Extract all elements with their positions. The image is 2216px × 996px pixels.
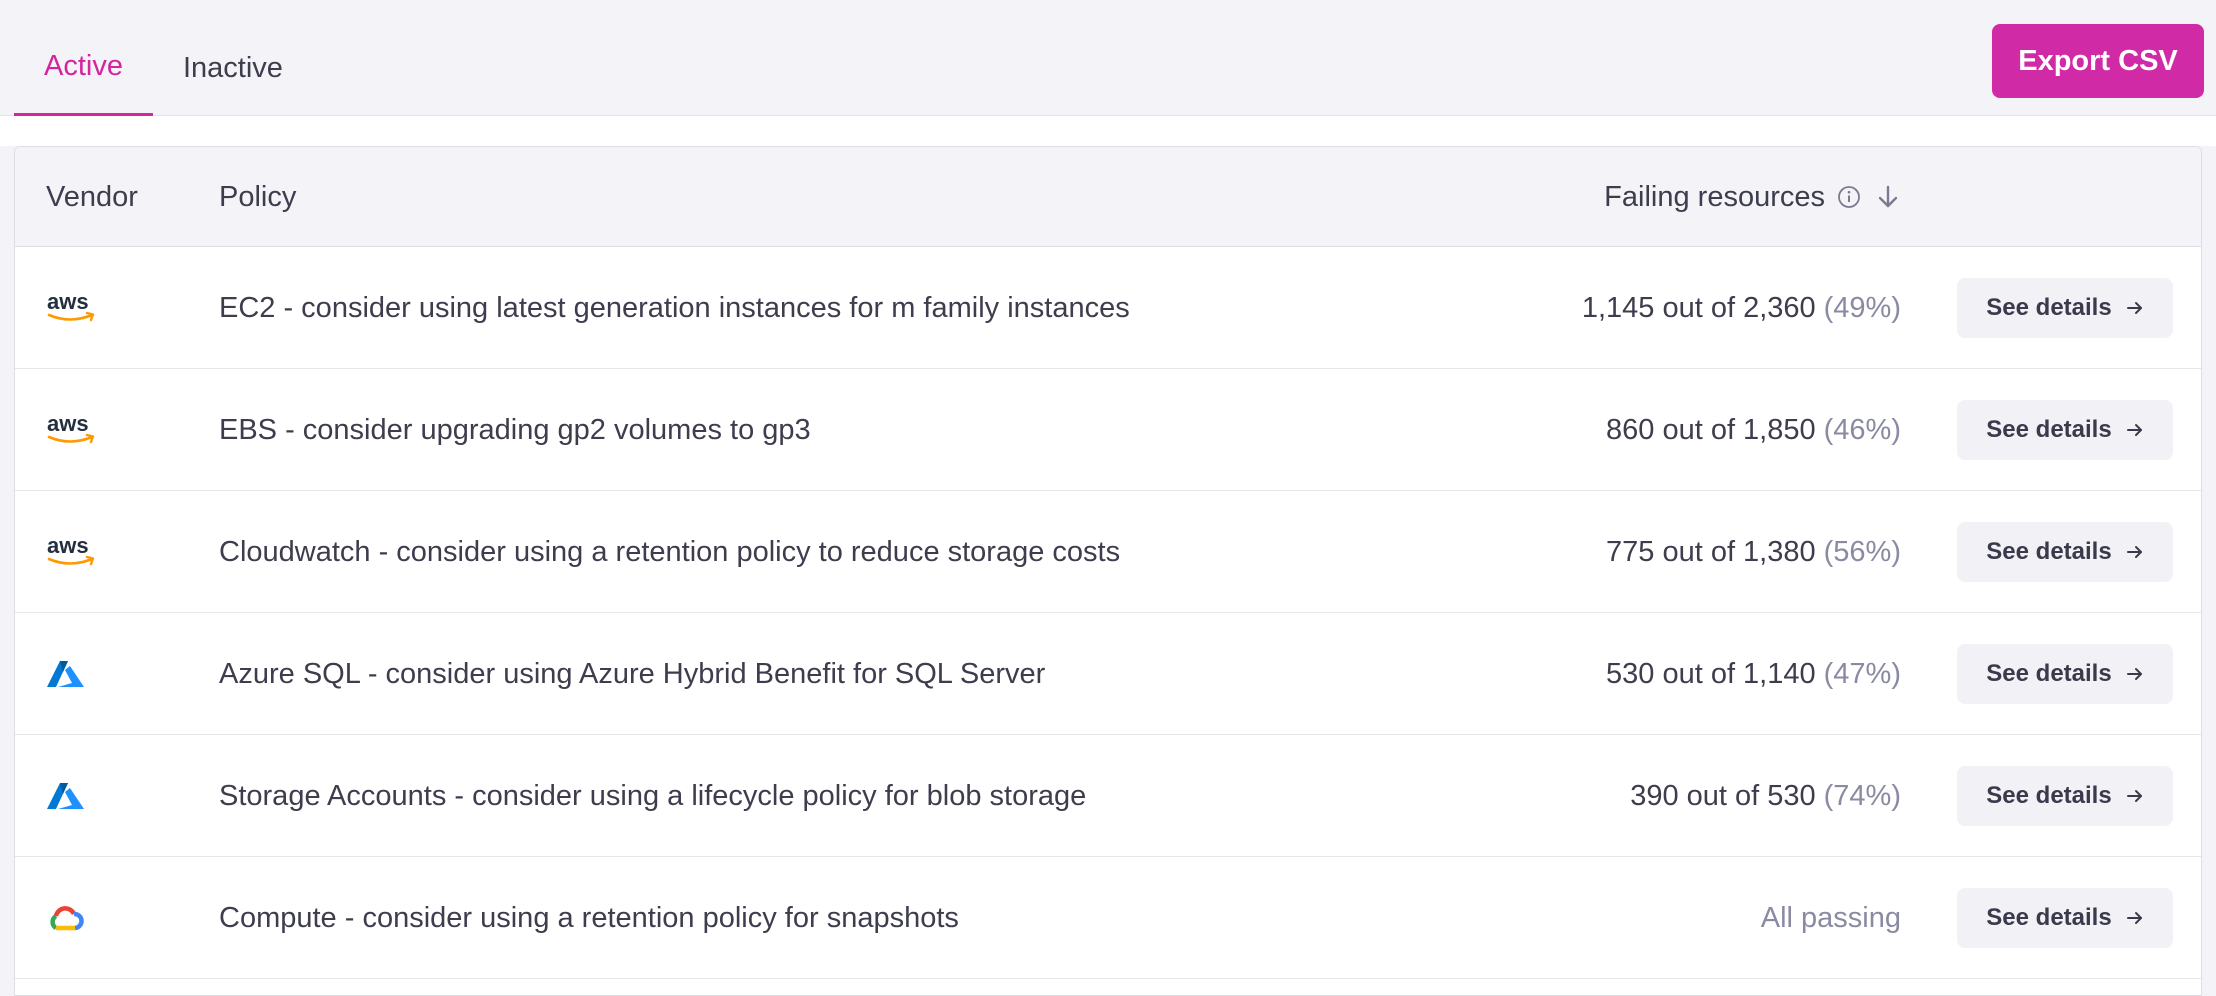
top-bar: Active Inactive Export CSV (0, 0, 2216, 116)
see-details-button[interactable]: See details (1957, 644, 2173, 704)
arrow-right-icon (2126, 909, 2144, 927)
svg-text:aws: aws (47, 535, 89, 558)
see-details-label: See details (1986, 538, 2112, 565)
policy-name: Storage Accounts - consider using a life… (219, 779, 1087, 812)
see-details-button[interactable]: See details (1957, 766, 2173, 826)
tab-list: Active Inactive (14, 0, 313, 116)
svg-text:aws: aws (47, 413, 89, 436)
policy-name: EC2 - consider using latest generation i… (219, 291, 1130, 324)
failing-resources: All passing (1761, 857, 1901, 979)
see-details-label: See details (1986, 782, 2112, 809)
vendor-cell (46, 857, 84, 979)
table-row: Storage Accounts - consider using a life… (15, 735, 2201, 857)
failing-resources: 390 out of 530 (74%) (1630, 735, 1901, 857)
failing-percent: (74%) (1823, 779, 1901, 812)
failing-count: 775 out of 1,380 (1606, 535, 1816, 568)
see-details-label: See details (1986, 294, 2112, 321)
svg-text:aws: aws (47, 291, 89, 314)
failing-count: 1,145 out of 2,360 (1581, 291, 1816, 324)
table-row: aws EC2 - consider using latest generati… (15, 247, 2201, 369)
spacer (0, 116, 2216, 146)
failing-percent: (49%) (1823, 291, 1901, 324)
info-icon[interactable] (1837, 185, 1861, 209)
failing-count: 530 out of 1,140 (1606, 657, 1816, 690)
azure-logo-icon (46, 781, 86, 811)
policy-name: Compute - consider using a retention pol… (219, 901, 959, 934)
table-row: Compute - consider using a retention pol… (15, 857, 2201, 979)
failing-percent: (56%) (1823, 535, 1901, 568)
vendor-cell: aws (46, 247, 100, 369)
see-details-label: See details (1986, 660, 2112, 687)
policy-name: EBS - consider upgrading gp2 volumes to … (219, 413, 811, 446)
google-cloud-logo-icon (46, 903, 84, 933)
see-details-label: See details (1986, 416, 2112, 443)
policies-table: Vendor Policy Failing resources (14, 146, 2202, 996)
see-details-button[interactable]: See details (1957, 278, 2173, 338)
vendor-cell: aws (46, 491, 100, 613)
table-row: aws Cloudwatch - consider using a retent… (15, 491, 2201, 613)
aws-logo-icon: aws (46, 291, 100, 325)
see-details-label: See details (1986, 904, 2112, 931)
failing-resources: 775 out of 1,380 (56%) (1606, 491, 1901, 613)
column-header-failing-resources[interactable]: Failing resources (1604, 147, 1901, 247)
table-row: Azure SQL - consider using Azure Hybrid … (15, 613, 2201, 735)
see-details-button[interactable]: See details (1957, 522, 2173, 582)
column-header-failing-label: Failing resources (1604, 180, 1825, 213)
failing-percent: (47%) (1823, 657, 1901, 690)
failing-count: 390 out of 530 (1630, 779, 1816, 812)
passing-status: All passing (1760, 901, 1901, 934)
arrow-right-icon (2126, 299, 2144, 317)
see-details-button[interactable]: See details (1957, 888, 2173, 948)
vendor-cell (46, 735, 86, 857)
aws-logo-icon: aws (46, 413, 100, 447)
failing-resources: 1,145 out of 2,360 (49%) (1582, 247, 1901, 369)
policy-name: Azure SQL - consider using Azure Hybrid … (219, 657, 1046, 690)
policy-name: Cloudwatch - consider using a retention … (219, 535, 1121, 568)
arrow-down-icon[interactable] (1875, 184, 1901, 210)
column-header-vendor: Vendor (46, 180, 138, 213)
failing-count: 860 out of 1,850 (1606, 413, 1816, 446)
table-header: Vendor Policy Failing resources (15, 147, 2201, 247)
see-details-button[interactable]: See details (1957, 400, 2173, 460)
azure-logo-icon (46, 659, 86, 689)
aws-logo-icon: aws (46, 535, 100, 569)
table-row: aws EBS - consider upgrading gp2 volumes… (15, 369, 2201, 491)
column-header-policy: Policy (219, 180, 297, 213)
arrow-right-icon (2126, 665, 2144, 683)
arrow-right-icon (2126, 543, 2144, 561)
arrow-right-icon (2126, 421, 2144, 439)
tab-active[interactable]: Active (14, 0, 153, 116)
failing-percent: (46%) (1823, 413, 1901, 446)
arrow-right-icon (2126, 787, 2144, 805)
vendor-cell (46, 613, 86, 735)
export-csv-button[interactable]: Export CSV (1992, 24, 2204, 98)
tab-inactive[interactable]: Inactive (182, 51, 283, 84)
failing-resources: 860 out of 1,850 (46%) (1606, 369, 1901, 491)
failing-resources: 530 out of 1,140 (47%) (1606, 613, 1901, 735)
vendor-cell: aws (46, 369, 100, 491)
